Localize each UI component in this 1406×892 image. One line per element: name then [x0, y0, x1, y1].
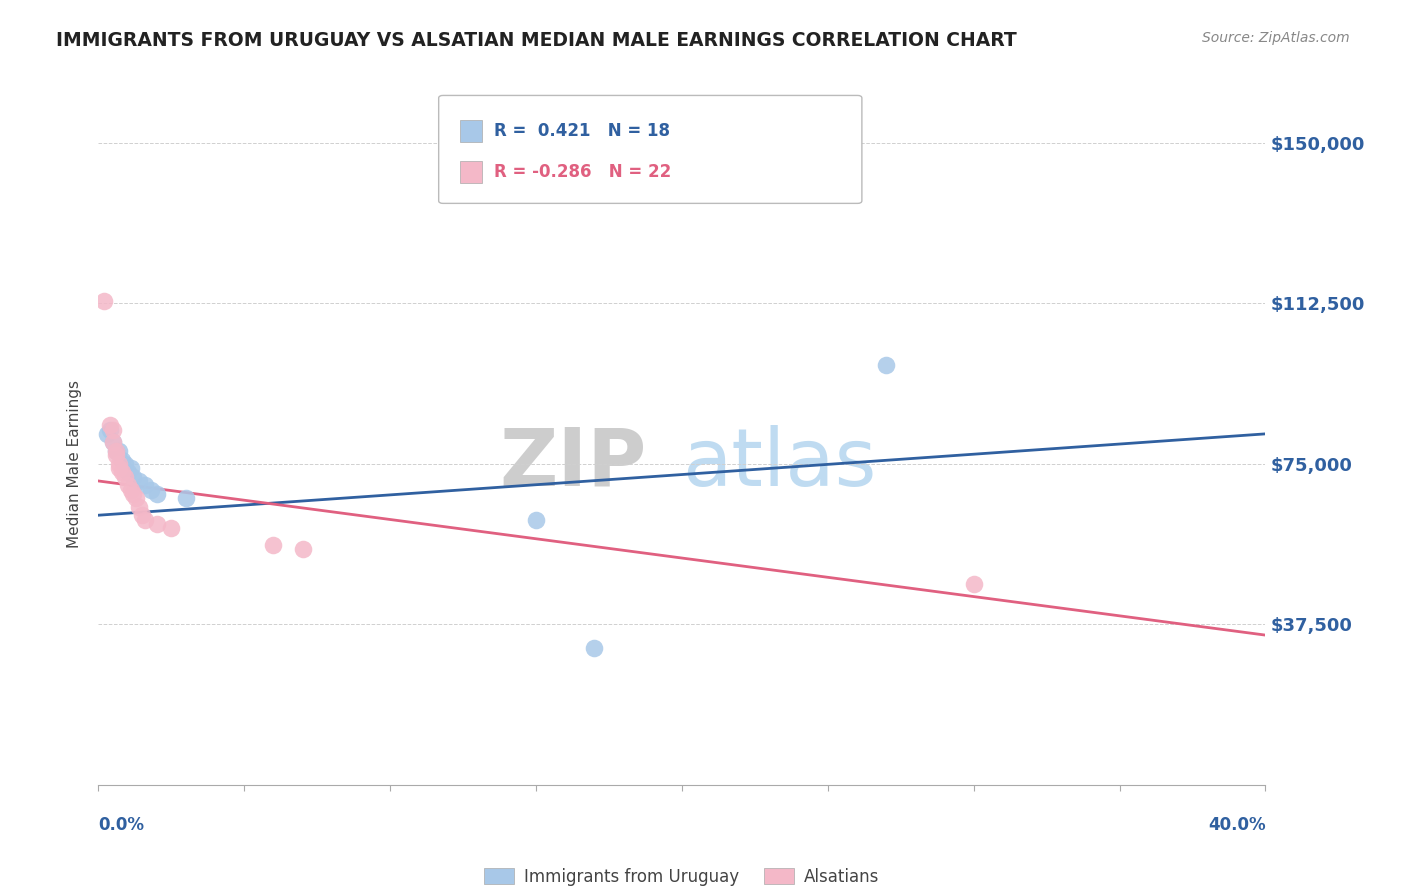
Text: Source: ZipAtlas.com: Source: ZipAtlas.com — [1202, 31, 1350, 45]
Point — [524, 512, 547, 526]
Point — [104, 444, 127, 458]
Point — [128, 500, 150, 514]
Point — [104, 448, 127, 462]
Point — [134, 478, 156, 492]
Point — [125, 491, 148, 505]
Point — [146, 487, 169, 501]
Point — [96, 426, 118, 441]
Text: R = -0.286   N = 22: R = -0.286 N = 22 — [494, 163, 671, 181]
Point — [134, 512, 156, 526]
Point — [160, 521, 183, 535]
Point — [98, 423, 121, 437]
Text: atlas: atlas — [682, 425, 876, 503]
Point — [122, 487, 145, 501]
Point — [875, 359, 897, 373]
Point — [101, 435, 124, 450]
Text: IMMIGRANTS FROM URUGUAY VS ALSATIAN MEDIAN MALE EARNINGS CORRELATION CHART: IMMIGRANTS FROM URUGUAY VS ALSATIAN MEDI… — [56, 31, 1017, 50]
Text: 0.0%: 0.0% — [98, 816, 145, 834]
Text: 40.0%: 40.0% — [1208, 816, 1265, 834]
Point — [120, 483, 142, 497]
Point — [114, 457, 136, 471]
Point — [111, 466, 134, 480]
Point — [120, 461, 142, 475]
Text: R =  0.421   N = 18: R = 0.421 N = 18 — [494, 122, 669, 140]
Point — [139, 483, 162, 497]
Point — [128, 474, 150, 488]
Point — [291, 542, 314, 557]
Point — [98, 418, 121, 433]
Point — [111, 452, 134, 467]
Point — [117, 478, 139, 492]
Point — [104, 444, 127, 458]
Point — [101, 423, 124, 437]
Point — [108, 457, 131, 471]
Point — [583, 640, 606, 655]
Point — [93, 294, 115, 309]
Point — [262, 538, 284, 552]
Legend: Immigrants from Uruguay, Alsatians: Immigrants from Uruguay, Alsatians — [478, 861, 886, 892]
Point — [146, 516, 169, 531]
Point — [131, 508, 153, 523]
Point — [122, 469, 145, 483]
Point — [174, 491, 197, 505]
Point — [962, 576, 984, 591]
Y-axis label: Median Male Earnings: Median Male Earnings — [67, 380, 83, 548]
Point — [101, 435, 124, 450]
Point — [114, 469, 136, 483]
Point — [117, 466, 139, 480]
Text: ZIP: ZIP — [499, 425, 647, 503]
Point — [108, 461, 131, 475]
Point — [108, 444, 131, 458]
